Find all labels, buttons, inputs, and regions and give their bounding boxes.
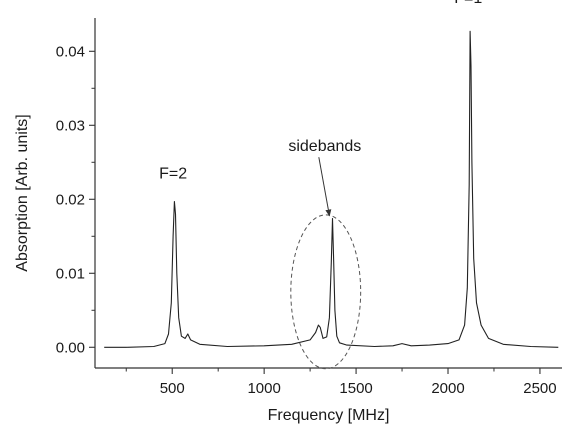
x-axis-ticks: 500 1000 1500 2000 2500 (125, 368, 557, 397)
y-tick-label: 0.01 (56, 265, 85, 282)
sidebands-arrow (318, 157, 332, 217)
x-axis-label: Frequency [MHz] (268, 407, 390, 424)
series-layer (104, 30, 559, 348)
sidebands-ellipse (290, 214, 362, 370)
y-tick-label: 0.03 (56, 117, 85, 134)
x-tick-label: 2500 (523, 380, 556, 397)
y-tick-label: 0.00 (56, 339, 85, 356)
x-tick-label: 500 (160, 380, 185, 397)
y-axis-label: Absorption [Arb. units] (14, 114, 31, 271)
peak-annotation: sidebands (288, 138, 361, 155)
x-tick-label: 1000 (247, 380, 280, 397)
peak-annotation: F=2 (159, 166, 187, 183)
x-tick-label: 2000 (431, 380, 464, 397)
x-tick-label: 1500 (339, 380, 372, 397)
y-axis-ticks: 0.00 0.01 0.02 0.03 0.04 (56, 43, 95, 356)
peak-annotation: F=1 (454, 0, 482, 7)
y-tick-label: 0.02 (56, 191, 85, 208)
plot-frame (94, 18, 562, 369)
y-tick-label: 0.04 (56, 43, 85, 60)
annotations-layer: F=2 F=1 sidebands (159, 0, 482, 370)
absorption-spectrum-line (104, 30, 559, 348)
